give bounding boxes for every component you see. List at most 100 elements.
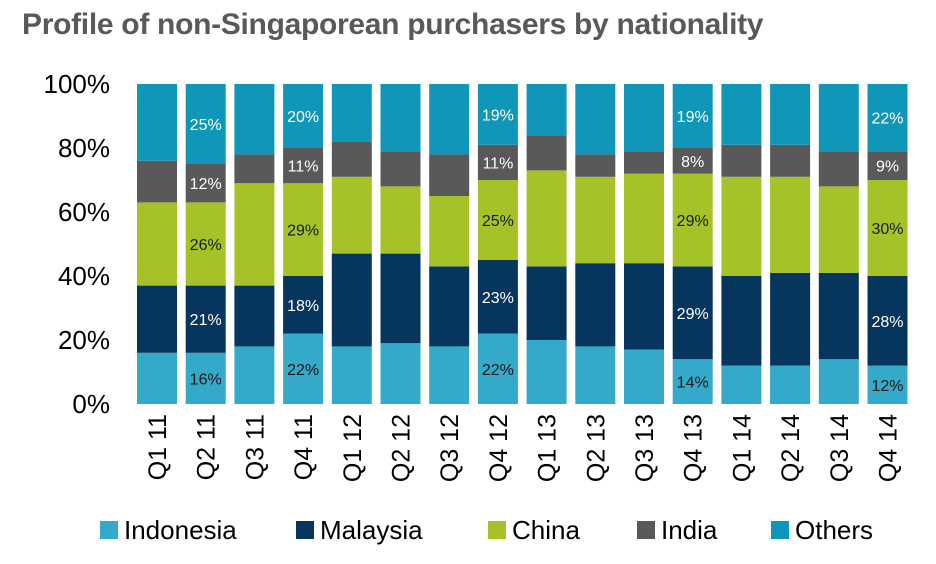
legend-label-others: Others [795,515,873,545]
legend-swatch-india [637,521,655,539]
bar-q2-12 [380,84,421,404]
bar-segment-india-q2-14 [770,144,811,177]
bar-segment-india-q2-13 [575,154,616,177]
bar-segment-others-q1-11 [137,84,177,161]
bar-segment-malaysia-q1-12 [331,253,372,347]
legend-swatch-indonesia [100,521,118,539]
bar-segment-others-q3-13 [624,84,664,152]
bar-segment-others-q4-12 [477,84,518,145]
bar-segment-others-q1-14 [721,84,762,145]
bar-segment-china-q3-11 [234,183,275,286]
data-label-malaysia-q4-11: 18% [287,298,319,315]
bar-q1-13 [526,84,567,404]
x-tick-label-q3-12: Q3 12 [436,414,464,482]
data-label-china-q4-14: 30% [871,221,903,238]
data-label-others-q4-12: 19% [482,107,514,124]
bar-segment-china-q3-14 [818,186,859,273]
bar-segment-china-q4-13 [672,173,713,267]
bar-segment-indonesia-q1-13 [526,340,567,404]
x-tick-label-q2-13: Q2 13 [582,414,610,482]
bar-segment-others-q3-12 [429,84,470,155]
bar-segment-malaysia-q2-14 [770,272,811,366]
bar-segment-others-q2-11 [185,84,226,164]
x-tick-label-q4-14: Q4 14 [875,414,903,482]
data-label-indonesia-q2-11: 16% [190,371,222,388]
bar-q2-13 [575,84,616,404]
data-label-indonesia-q4-11: 22% [287,362,319,379]
bar-segment-india-q4-14 [867,151,908,180]
bar-segment-india-q2-12 [380,151,421,187]
bar-segment-indonesia-q2-11 [185,352,226,404]
bar-segment-china-q2-13 [575,176,616,264]
legend-swatch-china [488,521,506,539]
x-tick-label-q4-13: Q4 13 [680,414,708,482]
data-label-india-q4-12: 11% [482,155,513,172]
x-tick-label-q1-13: Q1 13 [534,414,562,482]
bar-segment-indonesia-q1-12 [331,346,372,404]
legend-label-china: China [512,515,580,545]
bar-segment-malaysia-q4-11 [283,276,324,334]
data-label-others-q4-14: 22% [871,111,903,128]
bar-segment-indonesia-q4-12 [477,333,518,404]
bar-segment-indonesia-q4-13 [672,359,713,404]
legend-item-malaysia: Malaysia [296,515,423,545]
bar-segment-india-q2-11 [185,164,226,203]
bar-segment-indonesia-q1-14 [721,365,762,404]
bar-segment-malaysia-q2-13 [575,263,616,347]
bar-q4-12 [477,84,518,404]
legend-swatch-others [771,521,789,539]
bar-segment-india-q1-13 [526,135,567,171]
x-axis: Q1 11 Q2 11 Q3 11 Q4 11 Q1 12 Q2 12 Q3 12 Q4 12… [144,414,903,482]
bar-segment-india-q3-12 [429,154,470,196]
bar-segment-india-q3-13 [624,151,664,174]
bar-segment-indonesia-q2-13 [575,346,616,404]
bar-segment-others-q3-11 [234,84,275,155]
data-label-china-q2-11: 26% [190,237,222,254]
bar-segment-china-q1-13 [526,170,567,267]
bar-segment-others-q4-11 [283,84,324,148]
bar-segment-malaysia-q3-13 [624,263,664,350]
bar-segment-indonesia-q2-14 [770,365,811,404]
legend-label-malaysia: Malaysia [320,515,423,545]
x-tick-label-q4-12: Q4 12 [485,414,513,482]
bar-segment-china-q3-12 [429,196,470,267]
legend-label-india: India [661,515,718,545]
bar-segment-indonesia-q1-11 [137,352,177,404]
bar-segment-others-q3-14 [818,84,859,152]
data-label-indonesia-q4-13: 14% [677,375,709,392]
bar-q2-14 [770,84,811,404]
bar-segment-malaysia-q4-14 [867,276,908,366]
bar-q1-12 [331,84,372,404]
legend-label-indonesia: Indonesia [124,515,237,545]
bar-segment-india-q1-11 [137,160,177,203]
x-tick-label-q4-11: Q4 11 [290,414,318,480]
bar-q1-14 [721,84,762,404]
y-tick-label-100: 100% [44,69,111,99]
y-tick-label-40: 40% [58,261,110,291]
bar-segment-china-q4-11 [283,183,324,276]
y-tick-label-0: 0% [72,389,110,419]
bar-segment-india-q3-11 [234,154,275,184]
bar-segment-china-q4-14 [867,180,908,276]
bar-segment-others-q1-13 [526,84,567,136]
data-label-china-q4-12: 25% [482,213,514,230]
legend-swatch-malaysia [296,521,314,539]
data-label-others-q4-13: 19% [677,109,709,126]
bar-q3-13 [624,84,664,404]
bar-q4-13 [672,84,713,404]
legend-item-indonesia: Indonesia [100,515,237,545]
bar-segment-china-q1-14 [721,176,762,276]
bar-segment-indonesia-q3-14 [818,359,859,404]
data-label-india-q4-14: 9% [876,159,899,176]
bar-q4-11 [283,84,324,404]
bar-segment-malaysia-q1-14 [721,276,762,366]
bar-segment-others-q4-14 [867,84,908,152]
data-label-india-q2-11: 12% [190,176,222,193]
data-label-china-q4-13: 29% [677,213,709,230]
bar-segment-malaysia-q4-12 [477,260,518,334]
x-tick-label-q3-13: Q3 13 [631,414,659,482]
y-axis: 0% 20% 40% 60% 80% 100% [44,69,111,419]
bar-segment-indonesia-q3-11 [234,346,275,404]
data-label-malaysia-q2-11: 21% [190,312,222,329]
